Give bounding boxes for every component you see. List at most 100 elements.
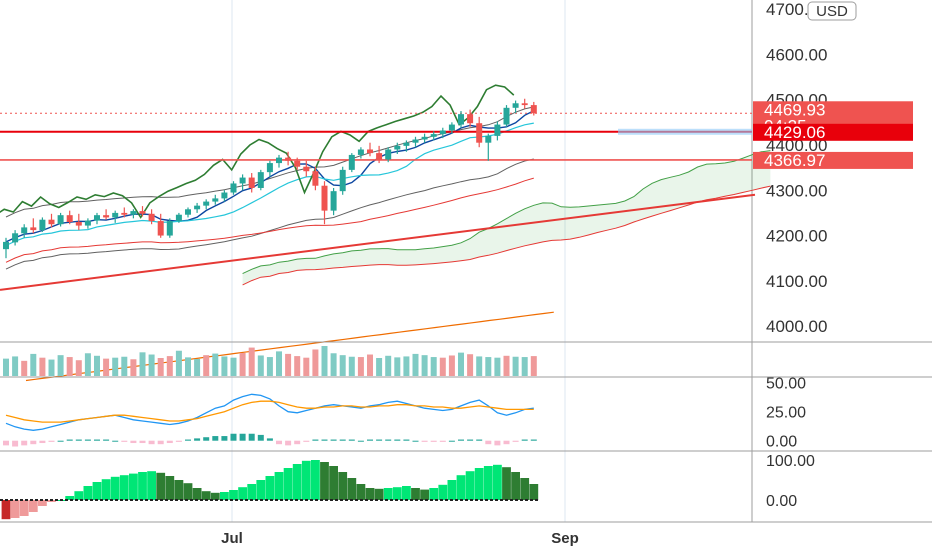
candle (66, 210, 73, 225)
momentum-bar (420, 489, 429, 500)
adx-histogram-bar (376, 439, 383, 441)
momentum-tick-label: 100.00 (766, 453, 815, 470)
momentum-tick-label: 0.00 (766, 493, 797, 510)
volume-bar (376, 358, 383, 376)
candle (75, 213, 82, 231)
adx-histogram-bar (166, 440, 173, 444)
date-label: Sep (551, 530, 579, 547)
volume-bar (39, 357, 46, 376)
adx-histogram-bar (3, 440, 9, 446)
adx-histogram-bar (175, 440, 182, 442)
adx-histogram-bar (348, 439, 355, 441)
date-axis[interactable]: Jul Sep (221, 530, 579, 547)
volume-bar (494, 357, 501, 376)
candle-body (75, 221, 82, 226)
volume-bar (185, 357, 191, 376)
candle (530, 101, 537, 116)
candle (21, 224, 28, 238)
candle (357, 147, 364, 159)
momentum-bar (402, 486, 411, 500)
candle-body (57, 215, 64, 225)
candle-body (157, 221, 164, 236)
volume-bar (530, 356, 537, 376)
momentum-bar (229, 490, 238, 500)
adx-tick-label: 50.00 (766, 376, 806, 393)
lower-band (5, 158, 534, 270)
candle (103, 209, 110, 220)
adx-histogram-bar (330, 439, 337, 441)
candle (394, 142, 401, 155)
upper-band (5, 106, 534, 218)
candle-body (130, 211, 137, 215)
candle-body (139, 211, 146, 214)
candle-body (403, 142, 410, 146)
momentum-bar (74, 491, 84, 500)
volume-bar (121, 356, 128, 376)
adx-histogram-bar (476, 439, 483, 441)
price-tag: 4366.97 (753, 151, 913, 170)
candle (503, 105, 510, 127)
candle-body (175, 214, 182, 222)
candle-body (476, 123, 483, 143)
adx-histogram-bar (530, 439, 537, 441)
volume-bar (321, 346, 328, 376)
momentum-bar (192, 488, 202, 500)
candle (294, 157, 301, 170)
momentum-bar (28, 500, 38, 512)
candle (421, 133, 428, 143)
volume-bar (66, 357, 73, 376)
candle-body (66, 215, 73, 222)
volume-bar (439, 357, 446, 376)
volume-bar (248, 347, 255, 376)
adx-histogram-bar (257, 434, 264, 441)
candle-body (294, 160, 301, 167)
volume-bar (294, 356, 301, 376)
adx-histogram-bar (66, 439, 73, 441)
momentum-bar (465, 471, 475, 500)
candle (266, 160, 273, 177)
adx-histogram-bar (194, 438, 201, 441)
momentum-bar (493, 464, 502, 500)
candle-body (257, 172, 264, 188)
candle (285, 151, 292, 166)
volume-bar (476, 356, 483, 376)
volume-bar (157, 358, 164, 376)
momentum-bar (374, 488, 384, 500)
momentum-bar (247, 484, 257, 500)
volume-bar (57, 355, 64, 376)
adx-histogram-bar (285, 440, 292, 446)
axis-mask (753, 342, 932, 376)
adx-histogram-bar (48, 440, 55, 442)
momentum-bar (274, 472, 284, 500)
volume-bar (84, 353, 91, 376)
price-tick-label: 4600.00 (766, 45, 827, 64)
adx-histogram-bar (521, 439, 528, 441)
candle-body (394, 145, 401, 150)
adx-histogram-bar (30, 440, 37, 445)
date-label: Jul (221, 530, 243, 547)
candle (512, 100, 519, 114)
volume-bar (194, 358, 201, 376)
momentum-bar (147, 471, 156, 500)
momentum-bar (320, 462, 329, 500)
candle (376, 145, 383, 164)
volume-bar (485, 357, 492, 376)
momentum-bar (1, 500, 11, 520)
volume-bar (166, 356, 173, 376)
candle (412, 136, 419, 148)
adx-histogram-bar (403, 439, 410, 441)
candle-body (221, 192, 228, 199)
candle (303, 160, 310, 177)
adx-histogram-bar (212, 436, 219, 441)
candle-body (21, 227, 28, 234)
adx-histogram-bar (130, 440, 137, 444)
momentum-bar (283, 468, 293, 500)
volume-bar (75, 360, 82, 376)
adx-line (5, 393, 534, 431)
momentum-bar (456, 475, 466, 500)
candle (430, 131, 437, 141)
candle (257, 169, 264, 191)
momentum-bar (138, 472, 147, 500)
volume-bar (221, 356, 228, 376)
